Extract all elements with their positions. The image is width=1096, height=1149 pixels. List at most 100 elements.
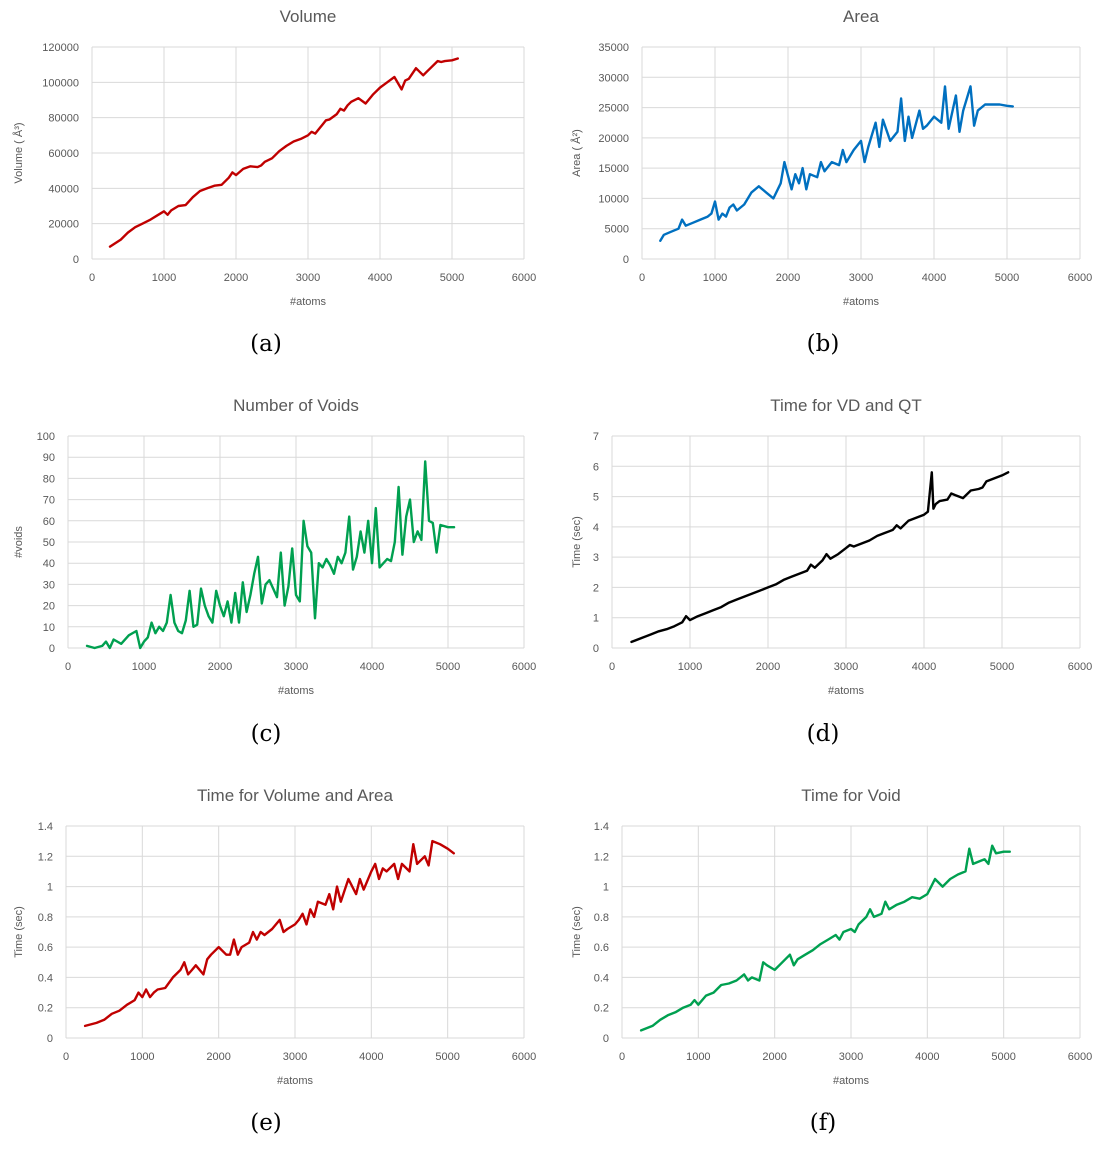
x-tick-label: 3000	[284, 661, 308, 673]
x-tick-label: 0	[609, 661, 615, 673]
series-line-0	[108, 57, 459, 248]
panel-caption: (d)	[807, 721, 840, 747]
panel-caption: (e)	[250, 1110, 282, 1136]
y-tick-label: 0	[593, 643, 599, 655]
panel-caption: (f)	[810, 1110, 836, 1136]
y-tick-label: 6	[593, 461, 599, 473]
x-tick-label: 3000	[834, 661, 858, 673]
x-tick-label: 1000	[678, 661, 702, 673]
x-tick-label: 6000	[1068, 1051, 1092, 1063]
y-tick-label: 1	[603, 882, 609, 894]
panel-caption: (b)	[807, 331, 840, 357]
y-tick-label: 1.2	[38, 851, 53, 863]
y-tick-label: 1.4	[38, 821, 53, 833]
series-line-0	[630, 471, 1010, 644]
y-tick-label: 80000	[48, 113, 79, 125]
x-tick-label: 2000	[206, 1051, 230, 1063]
y-tick-label: 5000	[605, 224, 629, 236]
x-tick-label: 0	[639, 272, 645, 284]
x-tick-label: 4000	[368, 272, 392, 284]
x-tick-label: 6000	[512, 1051, 536, 1063]
x-tick-label: 3000	[296, 272, 320, 284]
chart-panel-0: Volume 0 20000 40000 60000 80000 100000 120000 0…	[12, 7, 536, 357]
x-tick-label: 1000	[130, 1051, 154, 1063]
x-tick-label: 6000	[512, 272, 536, 284]
chart-panel-5: Time for Void 0 0.2 0.4 0.6 0.8 1 1.2 1.4 0 1000 20…	[571, 786, 1092, 1136]
y-tick-label: 1	[593, 613, 599, 625]
y-axis-label: Area ( Å²)	[570, 129, 583, 177]
x-tick-label: 0	[65, 661, 71, 673]
y-tick-label: 50	[43, 537, 55, 549]
y-tick-label: 0	[73, 254, 79, 266]
x-tick-label: 6000	[1068, 272, 1092, 284]
y-axis-label: #voids	[13, 526, 25, 558]
y-axis-label: Time (sec)	[571, 516, 583, 568]
y-tick-label: 2	[593, 582, 599, 594]
chart-title: Time for VD and QT	[770, 396, 921, 415]
y-tick-label: 40000	[48, 183, 79, 195]
x-tick-label: 1000	[686, 1051, 710, 1063]
y-tick-label: 0	[603, 1033, 609, 1045]
y-tick-label: 5	[593, 492, 599, 504]
y-tick-label: 70	[43, 495, 55, 507]
x-tick-label: 0	[63, 1051, 69, 1063]
y-tick-label: 30000	[598, 72, 629, 84]
y-tick-label: 40	[43, 558, 55, 570]
y-tick-label: 7	[593, 431, 599, 443]
y-tick-label: 0.4	[38, 972, 53, 984]
y-tick-label: 0.8	[594, 912, 609, 924]
y-tick-label: 4	[593, 522, 599, 534]
x-tick-label: 6000	[1068, 661, 1092, 673]
y-tick-label: 60	[43, 516, 55, 528]
x-tick-label: 5000	[990, 661, 1014, 673]
y-axis-label: Time (sec)	[13, 906, 25, 958]
y-tick-label: 60000	[48, 148, 79, 160]
y-tick-label: 3	[593, 552, 599, 564]
x-tick-label: 5000	[435, 1051, 459, 1063]
series-line-0	[639, 844, 1011, 1032]
y-tick-label: 0.4	[594, 972, 609, 984]
x-tick-label: 2000	[756, 661, 780, 673]
x-tick-label: 1000	[703, 272, 727, 284]
y-tick-label: 90	[43, 452, 55, 464]
series-line-0	[85, 460, 456, 650]
y-tick-label: 20000	[598, 133, 629, 145]
y-tick-label: 35000	[598, 42, 629, 54]
x-axis-label: #atoms	[277, 1075, 314, 1087]
x-tick-label: 4000	[915, 1051, 939, 1063]
x-tick-label: 0	[619, 1051, 625, 1063]
y-tick-label: 100	[37, 431, 55, 443]
y-tick-label: 30	[43, 579, 55, 591]
x-tick-label: 5000	[991, 1051, 1015, 1063]
x-tick-label: 5000	[440, 272, 464, 284]
chart-title: Number of Voids	[233, 396, 359, 415]
x-tick-label: 1000	[132, 661, 156, 673]
x-tick-label: 1000	[152, 272, 176, 284]
y-tick-label: 0.6	[38, 942, 53, 954]
x-tick-label: 2000	[762, 1051, 786, 1063]
x-axis-label: #atoms	[833, 1075, 870, 1087]
x-tick-label: 4000	[359, 1051, 383, 1063]
y-tick-label: 0.6	[594, 942, 609, 954]
y-tick-label: 10	[43, 622, 55, 634]
y-tick-label: 0	[623, 254, 629, 266]
x-tick-label: 3000	[839, 1051, 863, 1063]
y-axis-label: Volume ( Å³)	[12, 122, 25, 183]
y-tick-label: 1.2	[594, 851, 609, 863]
y-tick-label: 100000	[42, 77, 79, 89]
y-tick-label: 0	[47, 1033, 53, 1045]
chart-title: Area	[843, 7, 879, 26]
x-tick-label: 4000	[922, 272, 946, 284]
panel-caption: (c)	[251, 721, 282, 747]
y-tick-label: 0.2	[38, 1003, 53, 1015]
y-tick-label: 20	[43, 601, 55, 613]
x-tick-label: 2000	[208, 661, 232, 673]
chart-panel-1: Area 0 5000 10000 15000 20000 25000 30000 35000 0…	[570, 7, 1092, 357]
x-tick-label: 5000	[436, 661, 460, 673]
x-axis-label: #atoms	[843, 296, 880, 308]
x-tick-label: 6000	[512, 661, 536, 673]
y-tick-label: 20000	[48, 219, 79, 231]
x-tick-label: 3000	[849, 272, 873, 284]
